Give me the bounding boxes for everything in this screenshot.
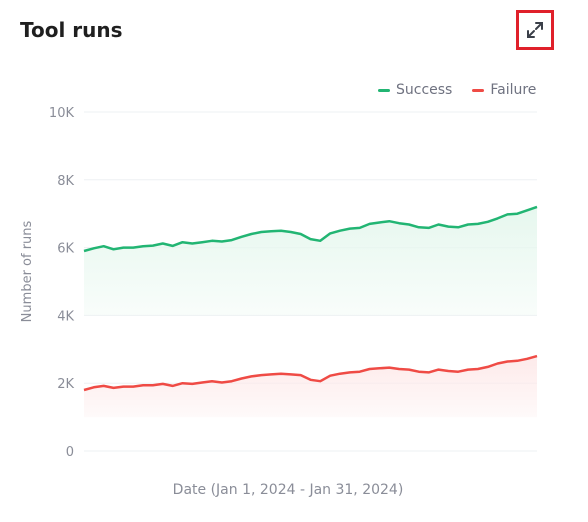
chart-legend: Success Failure: [378, 82, 536, 98]
y-tick-label: 4K: [57, 309, 74, 324]
chart-areas: [84, 206, 537, 418]
y-axis-label: Number of runs: [20, 220, 35, 322]
y-tick-label: 2K: [57, 377, 74, 392]
y-axis-ticks: 0 2K 4K 6K 8K 10K: [49, 106, 75, 460]
legend-swatch-success: [378, 88, 390, 92]
expand-diagonal-icon: [527, 22, 543, 38]
area-failure: [84, 356, 537, 418]
chart-lines: [83, 205, 538, 392]
x-axis-label: Date (Jan 1, 2024 - Jan 31, 2024): [173, 482, 404, 498]
y-tick-label: 10K: [49, 106, 75, 121]
y-tick-label: 8K: [57, 174, 74, 189]
y-tick-label: 0: [66, 445, 74, 460]
legend-item-failure[interactable]: Failure: [472, 82, 536, 98]
y-tick-label: 6K: [57, 242, 74, 257]
legend-label-failure: Failure: [490, 82, 537, 98]
expand-button[interactable]: [516, 10, 554, 50]
card-title: Tool runs: [20, 18, 123, 42]
legend-item-success[interactable]: Success: [378, 82, 452, 98]
legend-label-success: Success: [396, 82, 453, 98]
legend-swatch-failure: [472, 88, 485, 92]
area-success: [84, 206, 537, 316]
